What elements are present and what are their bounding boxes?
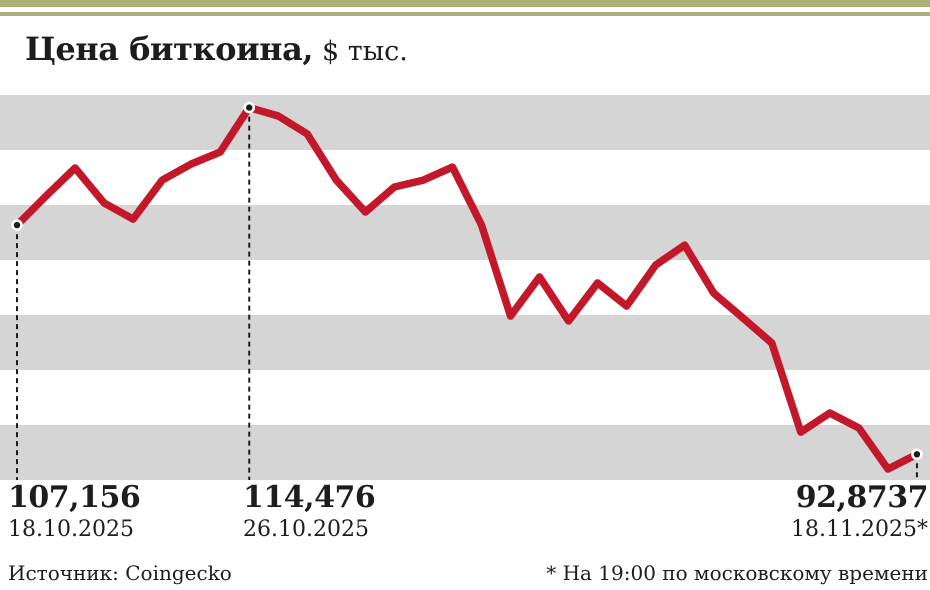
- annotation-value: 92,8737: [795, 480, 929, 515]
- annotation-date: 18.11.2025*: [791, 517, 928, 542]
- annotation-date: 26.10.2025: [243, 517, 369, 542]
- marker-dot: [11, 219, 23, 231]
- price-polyline: [13, 103, 921, 473]
- footnote-label: * На 19:00 по московскому времени: [546, 561, 928, 585]
- top-accent-bar: [0, 0, 930, 7]
- annotation-value: 107,156: [8, 480, 141, 515]
- annotation-start: 107,156 18.10.2025: [8, 480, 141, 542]
- marker-dot: [911, 448, 923, 461]
- top-accent-gap: [0, 7, 930, 12]
- annotation-value: 114,476: [243, 480, 376, 515]
- chart-header: Цена биткоина, $ тыс.: [0, 16, 930, 75]
- bitcoin-price-chart: [0, 95, 930, 480]
- source-label: Источник: Coingecko: [8, 561, 232, 585]
- title-unit: $ тыс.: [321, 36, 408, 67]
- annotation-peak: 114,476 26.10.2025: [243, 480, 376, 542]
- annotation-date: 18.10.2025: [8, 517, 134, 542]
- top-accent-line: [0, 12, 930, 16]
- page-title: Цена биткоина,: [25, 30, 313, 68]
- annotation-end: 92,8737 18.11.2025*: [791, 483, 928, 541]
- marker-dot: [243, 101, 256, 114]
- price-line-svg: [11, 101, 923, 480]
